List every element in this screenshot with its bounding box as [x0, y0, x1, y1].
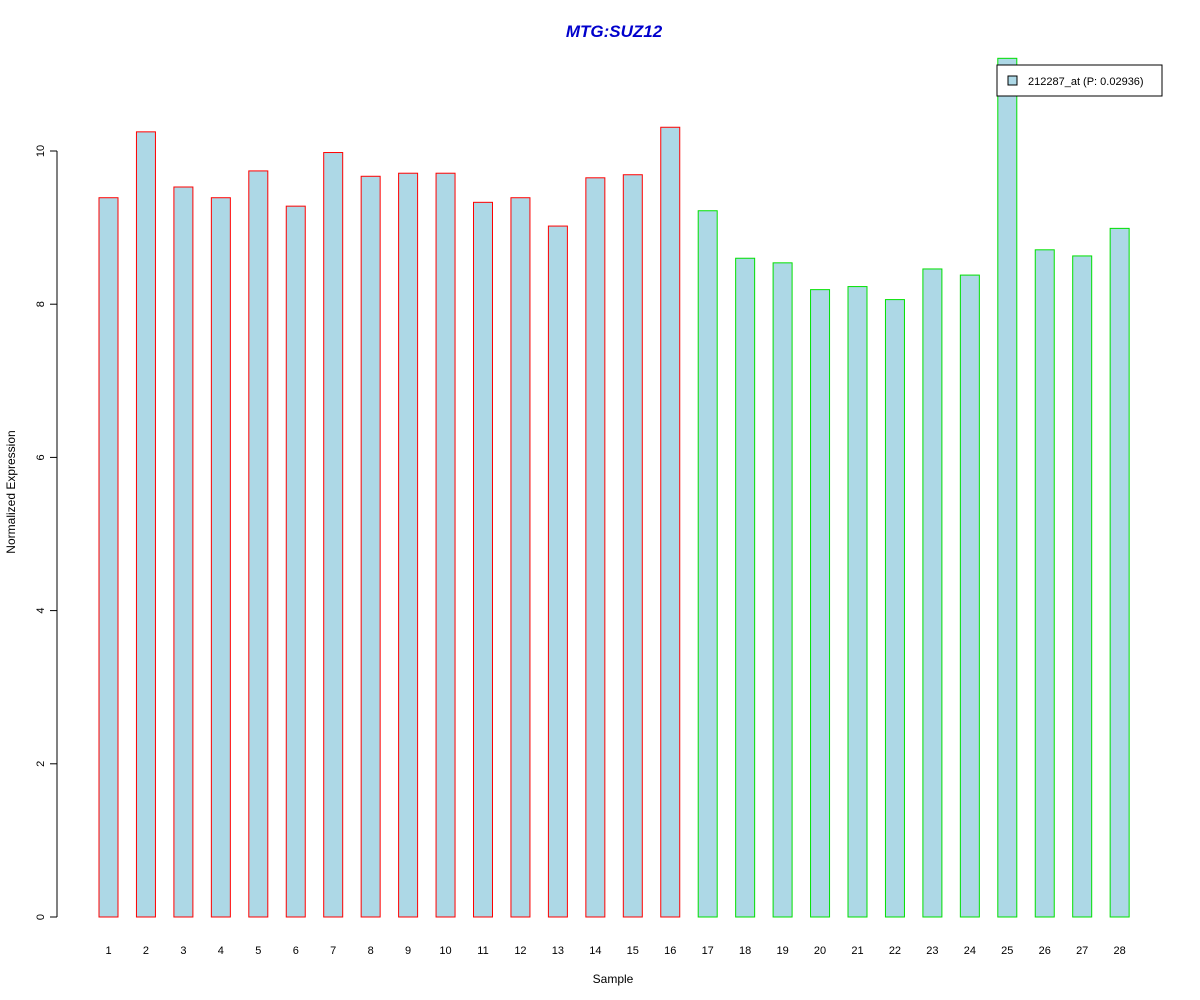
- x-tick-label: 3: [180, 945, 186, 957]
- x-tick-label: 5: [255, 945, 261, 957]
- x-tick-label: 24: [964, 945, 976, 957]
- x-tick-label: 9: [405, 945, 411, 957]
- x-tick-label: 14: [589, 945, 601, 957]
- x-tick-label: 25: [1001, 945, 1013, 957]
- y-tick-label: 0: [35, 914, 47, 920]
- x-axis-label: Sample: [593, 972, 634, 986]
- x-tick-label: 26: [1039, 945, 1051, 957]
- x-tick-label: 4: [218, 945, 224, 957]
- bar-sample-17: [697, 210, 718, 918]
- chart-title: MTG:SUZ12: [566, 22, 663, 41]
- x-tick-label: 10: [439, 945, 451, 957]
- x-tick-label: 17: [702, 945, 714, 957]
- y-axis-label: Normalized Expression: [4, 430, 18, 553]
- bar-sample-15: [622, 174, 643, 918]
- bar-sample-8: [360, 175, 381, 918]
- x-tick-label: 23: [926, 945, 938, 957]
- x-tick-labels: 1 2 3 4 5 6 7 8 9 10 11 12 13 14 15 16 17 18 19 20 21 22 23 24 2…: [105, 945, 1125, 957]
- x-tick-label: 6: [293, 945, 299, 957]
- x-tick-label: 13: [552, 945, 564, 957]
- bar-sample-20: [810, 289, 831, 918]
- legend: 212287_at (P: 0.02936): [996, 64, 1163, 97]
- x-tick-label: 1: [105, 945, 111, 957]
- x-tick-label: 8: [368, 945, 374, 957]
- bar-sample-3: [173, 186, 194, 918]
- bar-sample-18: [735, 257, 756, 918]
- x-tick-label: 27: [1076, 945, 1088, 957]
- x-tick-label: 28: [1114, 945, 1126, 957]
- y-tick-label: 10: [35, 145, 47, 157]
- x-tick-label: 22: [889, 945, 901, 957]
- y-tick-label: 2: [35, 761, 47, 767]
- y-axis: 0 2 4 6 8 10: [35, 145, 58, 920]
- y-tick-label: 4: [35, 608, 47, 614]
- bar-sample-10: [435, 172, 456, 918]
- bar-sample-24: [959, 274, 980, 918]
- bar-sample-5: [248, 170, 269, 918]
- legend-swatch: [1007, 75, 1018, 86]
- bar-sample-25: [997, 57, 1018, 918]
- bar-sample-23: [922, 268, 943, 918]
- x-tick-label: 21: [851, 945, 863, 957]
- x-tick-label: 12: [514, 945, 526, 957]
- x-tick-label: 20: [814, 945, 826, 957]
- x-tick-label: 11: [477, 945, 488, 957]
- bar-sample-9: [398, 172, 419, 918]
- bar-sample-14: [585, 177, 606, 918]
- legend-label: 212287_at (P: 0.02936): [1028, 76, 1144, 88]
- x-tick-label: 7: [330, 945, 336, 957]
- bar-sample-1: [98, 197, 119, 918]
- bars: [98, 57, 1130, 918]
- bar-sample-22: [884, 299, 905, 918]
- bar-sample-16: [660, 126, 681, 918]
- bar-sample-26: [1034, 249, 1055, 918]
- bar-sample-27: [1072, 255, 1093, 918]
- x-tick-label: 16: [664, 945, 676, 957]
- bar-sample-4: [210, 197, 231, 918]
- bar-sample-7: [323, 152, 344, 918]
- bar-sample-12: [510, 197, 531, 918]
- x-tick-label: 18: [739, 945, 751, 957]
- x-tick-label: 15: [627, 945, 639, 957]
- x-tick-label: 2: [143, 945, 149, 957]
- y-tick-label: 8: [35, 301, 47, 307]
- bar-sample-6: [285, 205, 306, 918]
- bar-sample-21: [847, 286, 868, 918]
- bar-sample-19: [772, 262, 793, 918]
- bar-sample-2: [135, 131, 156, 918]
- legend-box: [996, 64, 1163, 97]
- x-tick-label: 19: [776, 945, 788, 957]
- bar-sample-13: [547, 225, 568, 918]
- y-tick-label: 6: [35, 454, 47, 460]
- bar-sample-11: [473, 201, 493, 918]
- bar-sample-28: [1109, 227, 1130, 918]
